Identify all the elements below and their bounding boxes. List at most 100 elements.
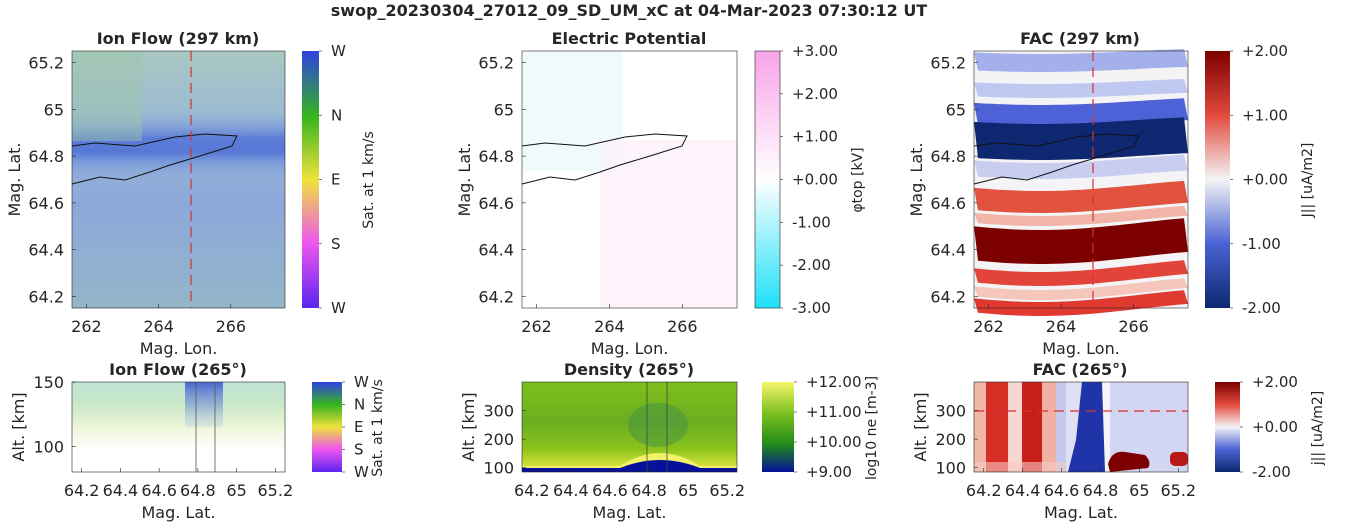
y-axis-label: Alt. [km] xyxy=(9,392,28,461)
figure-title: swop_20230304_27012_09_SD_UM_xC at 04-Ma… xyxy=(331,1,928,20)
colorbar-label: j|| [uA/m2] xyxy=(1310,391,1326,466)
panel-ion-flow-265: Ion Flow (265°) 64.2 64.4 64.6 64.8 65 65.2 10… xyxy=(9,360,386,522)
y-axis-label: Mag. Lat. xyxy=(5,142,24,216)
x-tick-label: 64.6 xyxy=(592,481,628,500)
x-axis-label: Mag. Lat. xyxy=(1044,503,1118,522)
y-tick-label: 65 xyxy=(494,100,514,119)
y-tick-label: 64.6 xyxy=(478,194,514,213)
y-tick-label: 200 xyxy=(483,430,514,449)
colorbar xyxy=(1205,51,1230,308)
y-tick-label: 64.8 xyxy=(478,147,514,166)
colorbar-ticks: +2.00 +1.00 +0.00 -1.00 -2.00 xyxy=(1230,42,1288,317)
colorbar-ticks: W N E S W xyxy=(319,42,346,317)
contour-line xyxy=(71,133,238,185)
y-tick-label: 150 xyxy=(33,373,64,392)
colorbar-tick-label: +2.00 xyxy=(1242,42,1288,60)
y-tick-label: 200 xyxy=(935,430,966,449)
y-tick-label: 64.2 xyxy=(930,287,966,306)
x-tick-label: 262 xyxy=(973,317,1004,336)
colorbar-tick-label: +12.00 xyxy=(806,373,862,391)
panel-fac-265: FAC (265°) 64.2 64.4 64.6 64.8 65 65.2 100 200 3… xyxy=(911,360,1326,522)
colorbar-tick-label: W xyxy=(331,42,346,60)
x-tick-label: 65 xyxy=(226,481,246,500)
axes: 64.2 64.4 64.6 64.8 65 65.2 100 200 300 Mag. Lat.… xyxy=(459,381,745,522)
x-tick-label: 64.2 xyxy=(514,481,550,500)
x-tick-label: 264 xyxy=(143,317,174,336)
y-tick-label: 64.6 xyxy=(930,194,966,213)
colorbar-tick-label: W xyxy=(331,299,346,317)
x-tick-label: 65 xyxy=(1129,481,1149,500)
colorbar-tick-label: +11.00 xyxy=(806,403,862,421)
colorbar-label: Sat. at 1 km/s xyxy=(361,131,377,229)
x-tick-label: 64.6 xyxy=(1044,481,1080,500)
x-tick-label: 65 xyxy=(678,481,698,500)
y-axis-label: Alt. [km] xyxy=(459,392,478,461)
x-tick-label: 64.8 xyxy=(180,481,216,500)
fac-columns xyxy=(974,382,1188,472)
heatmap-image xyxy=(522,382,737,472)
colorbar-tick-label: +1.00 xyxy=(1242,106,1288,124)
x-tick-label: 264 xyxy=(1046,317,1077,336)
axes-frame xyxy=(71,381,286,473)
x-tick-label: 64.4 xyxy=(103,481,139,500)
colorbar-ticks: +12.00 +11.00 +10.00 +9.00 xyxy=(794,373,862,481)
x-axis-label: Mag. Lon. xyxy=(140,339,218,358)
y-tick-label: 64.2 xyxy=(478,287,514,306)
potential-pos-region xyxy=(600,140,737,308)
y-axis-label: Mag. Lat. xyxy=(455,142,474,216)
y-tick-label: 300 xyxy=(483,402,514,421)
x-axis-label: Mag. Lat. xyxy=(141,503,215,522)
axes-frame xyxy=(521,381,738,473)
panel-title: Density (265°) xyxy=(564,360,694,379)
panel-title: Ion Flow (265°) xyxy=(109,360,247,379)
x-tick-label: 64.4 xyxy=(553,481,589,500)
y-tick-label: 64.4 xyxy=(478,241,514,260)
x-axis-label: Mag. Lon. xyxy=(591,339,669,358)
flow-band xyxy=(72,110,285,180)
x-tick-label: 262 xyxy=(521,317,552,336)
colorbar-tick-label: S xyxy=(354,441,364,459)
y-tick-label: 64.4 xyxy=(930,241,966,260)
colorbar-tick-label: +2.00 xyxy=(1252,373,1298,391)
panel-fac-297: FAC (297 km) 262 264 266 64.2 64.4 64.6 64.8 65… xyxy=(907,29,1316,358)
axes: 64.2 64.4 64.6 64.8 65 65.2 100 150 Mag. Lat. Alt… xyxy=(9,373,293,522)
axes-frame xyxy=(973,381,1189,473)
axes: 262 264 266 64.2 64.4 64.6 64.8 65 65.2 Mag. Lon.… xyxy=(5,50,286,358)
colorbar-ticks: +3.00 +2.00 +1.00 +0.00 -1.00 -2.00 -3.00 xyxy=(780,42,838,317)
colorbar-label: log10 ne [m-3] xyxy=(864,376,880,480)
colorbar-tick-label: N xyxy=(331,106,342,124)
colorbar-tick-label: E xyxy=(331,171,340,189)
density-blue-layer xyxy=(522,460,737,472)
colorbar xyxy=(302,51,319,308)
colorbar-tick-label: W xyxy=(354,373,369,391)
x-tick-label: 266 xyxy=(667,317,698,336)
colorbar xyxy=(754,50,781,309)
panel-electric-potential: Electric Potential 262 264 266 64.2 64.4 64.6… xyxy=(455,29,866,358)
colorbar xyxy=(1215,382,1240,472)
colorbar-label: J|| [uA/m2] xyxy=(1300,143,1316,219)
panel-ion-flow-297: Ion Flow (297 km) 262 264 266 64.2 64.4 64.6 6… xyxy=(5,29,377,358)
colorbar-tick-label: +0.00 xyxy=(1252,418,1298,436)
axes: 64.2 64.4 64.6 64.8 65 65.2 100 200 300 Mag. Lat.… xyxy=(911,381,1196,522)
colorbar-tick-label: S xyxy=(331,235,341,253)
contour-line xyxy=(521,133,688,185)
colorbar-tick-label: W xyxy=(354,463,369,481)
colorbar-tick-label: -2.00 xyxy=(1242,299,1281,317)
x-tick-label: 266 xyxy=(1118,317,1149,336)
y-tick-label: 65 xyxy=(946,100,966,119)
colorbar-tick-label: +2.00 xyxy=(792,85,838,103)
colorbar-tick-label: +9.00 xyxy=(806,463,852,481)
y-tick-label: 100 xyxy=(33,437,64,456)
y-tick-label: 65 xyxy=(44,100,64,119)
colorbar-tick-label: -3.00 xyxy=(792,299,831,317)
colorbar-tick-label: -1.00 xyxy=(792,213,831,231)
x-tick-label: 264 xyxy=(594,317,625,336)
x-tick-label: 64.4 xyxy=(1005,481,1041,500)
x-tick-label: 64.8 xyxy=(1083,481,1119,500)
colorbar-tick-label: N xyxy=(354,396,365,414)
x-axis-label: Mag. Lat. xyxy=(592,503,666,522)
y-tick-label: 65.2 xyxy=(930,54,966,73)
x-tick-label: 65.2 xyxy=(1160,481,1196,500)
